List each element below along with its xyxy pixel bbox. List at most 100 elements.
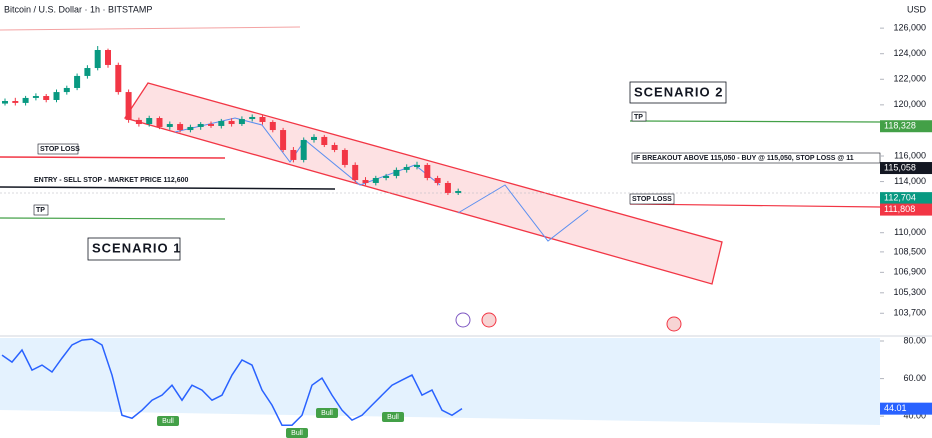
candle-body [177,124,184,131]
candle-body [238,119,245,125]
annotation: IF BREAKOUT ABOVE 115,050 - BUY @ 115,05… [634,155,854,162]
candle-body [383,175,390,178]
resistance-line [0,26,301,31]
note-box [629,193,675,205]
annotation: SCENARIO 1 [92,240,181,255]
signal-box [316,408,338,418]
y-tick-label: 126,000 [893,23,926,33]
price-label-box [880,120,932,133]
candle-body [32,96,39,98]
candle-body [125,92,132,120]
candle-body [321,136,328,145]
candle-body [300,140,307,160]
signal: Bull [321,410,333,417]
candle-body [94,49,101,69]
annotation: STOP LOSS [40,146,80,153]
price-label: 112,704 [884,193,916,203]
candle-body [135,119,142,125]
signal-box [286,428,308,438]
rsi-line [1,338,463,426]
candle-body [146,118,153,125]
projection-path [457,184,589,242]
candle-body [280,130,287,150]
candle-body [403,166,410,170]
candle-body [269,121,276,131]
chart-title: Bitcoin / U.S. Dollar · 1h · BITSTAMP [4,4,152,14]
entry-line [0,186,336,190]
candle-body [197,124,204,127]
price-label: 111,808 [884,204,915,214]
price-label: 118,328 [884,121,916,131]
candle-body [53,92,60,100]
y-tick-label: 103,700 [893,308,926,318]
price-label: 115,058 [884,162,916,172]
descending-channel [123,82,723,285]
candle-body [249,116,256,120]
signal-box [382,412,404,422]
annotation: SCENARIO 2 [634,84,723,99]
candle-body [166,124,173,127]
event-icon[interactable] [455,312,471,328]
candle-body [290,149,297,160]
candle-body [424,164,431,178]
candle-body [331,144,338,150]
candle-body [434,177,441,183]
y-tick-label: 110,000 [894,227,926,237]
y-tick-label: 114,000 [894,176,926,186]
y-tick-label: 122,000 [893,74,926,84]
currency: USD [907,4,927,14]
y-tick-label: 116,000 [894,150,926,160]
candle-body [74,75,81,88]
candle-body [259,116,266,122]
candle-body [2,101,8,104]
annotation: STOP LOSS [632,196,672,203]
annotation: TP [36,207,45,214]
tp-line [0,217,226,220]
y-tick-label: 60.00 [903,373,926,383]
note-box [631,152,881,164]
rsi-band [0,338,880,425]
scenario-box [629,81,727,104]
note-box [37,143,79,155]
candle-body [115,64,122,93]
candle-body [311,136,317,141]
candle-body [43,96,50,100]
price-label-box [880,162,932,175]
y-tick-label: 106,900 [893,267,926,277]
signal: Bull [162,418,174,425]
candle-body [208,124,214,126]
candle-body [156,118,163,127]
y-tick-label: 124,000 [893,48,926,58]
candle-body [372,177,379,183]
candle-body [444,182,451,193]
signal: Bull [387,414,399,421]
y-tick-label: 40.00 [903,411,926,421]
price-label-box [880,192,932,205]
note-box [33,204,49,216]
y-tick-label: 108,500 [893,246,926,256]
candle-body [341,149,348,165]
tp-line-2 [629,120,881,123]
signal-box [157,416,179,426]
candle-body [455,191,462,193]
candle-body [414,164,420,167]
stop-loss-line-2 [629,203,881,208]
candle-body [105,49,111,65]
candle-body [362,180,369,183]
stop-loss-line [0,156,226,159]
rsi-label-box [880,402,932,415]
rsi-label: 44.01 [884,403,907,413]
candle-body [63,87,70,93]
candle-body [22,97,29,103]
candle-body [352,164,359,181]
scenario-box [87,237,181,261]
signal: Bull [291,430,303,437]
annotation: TP [634,114,643,121]
annotation: ENTRY - SELL STOP - MARKET PRICE 112,600 [34,177,189,184]
event-icon[interactable] [481,312,497,328]
y-tick-label: 120,000 [893,99,926,109]
y-tick-label: 105,300 [893,287,926,297]
event-icon[interactable] [666,316,682,332]
candle-body [228,120,235,125]
